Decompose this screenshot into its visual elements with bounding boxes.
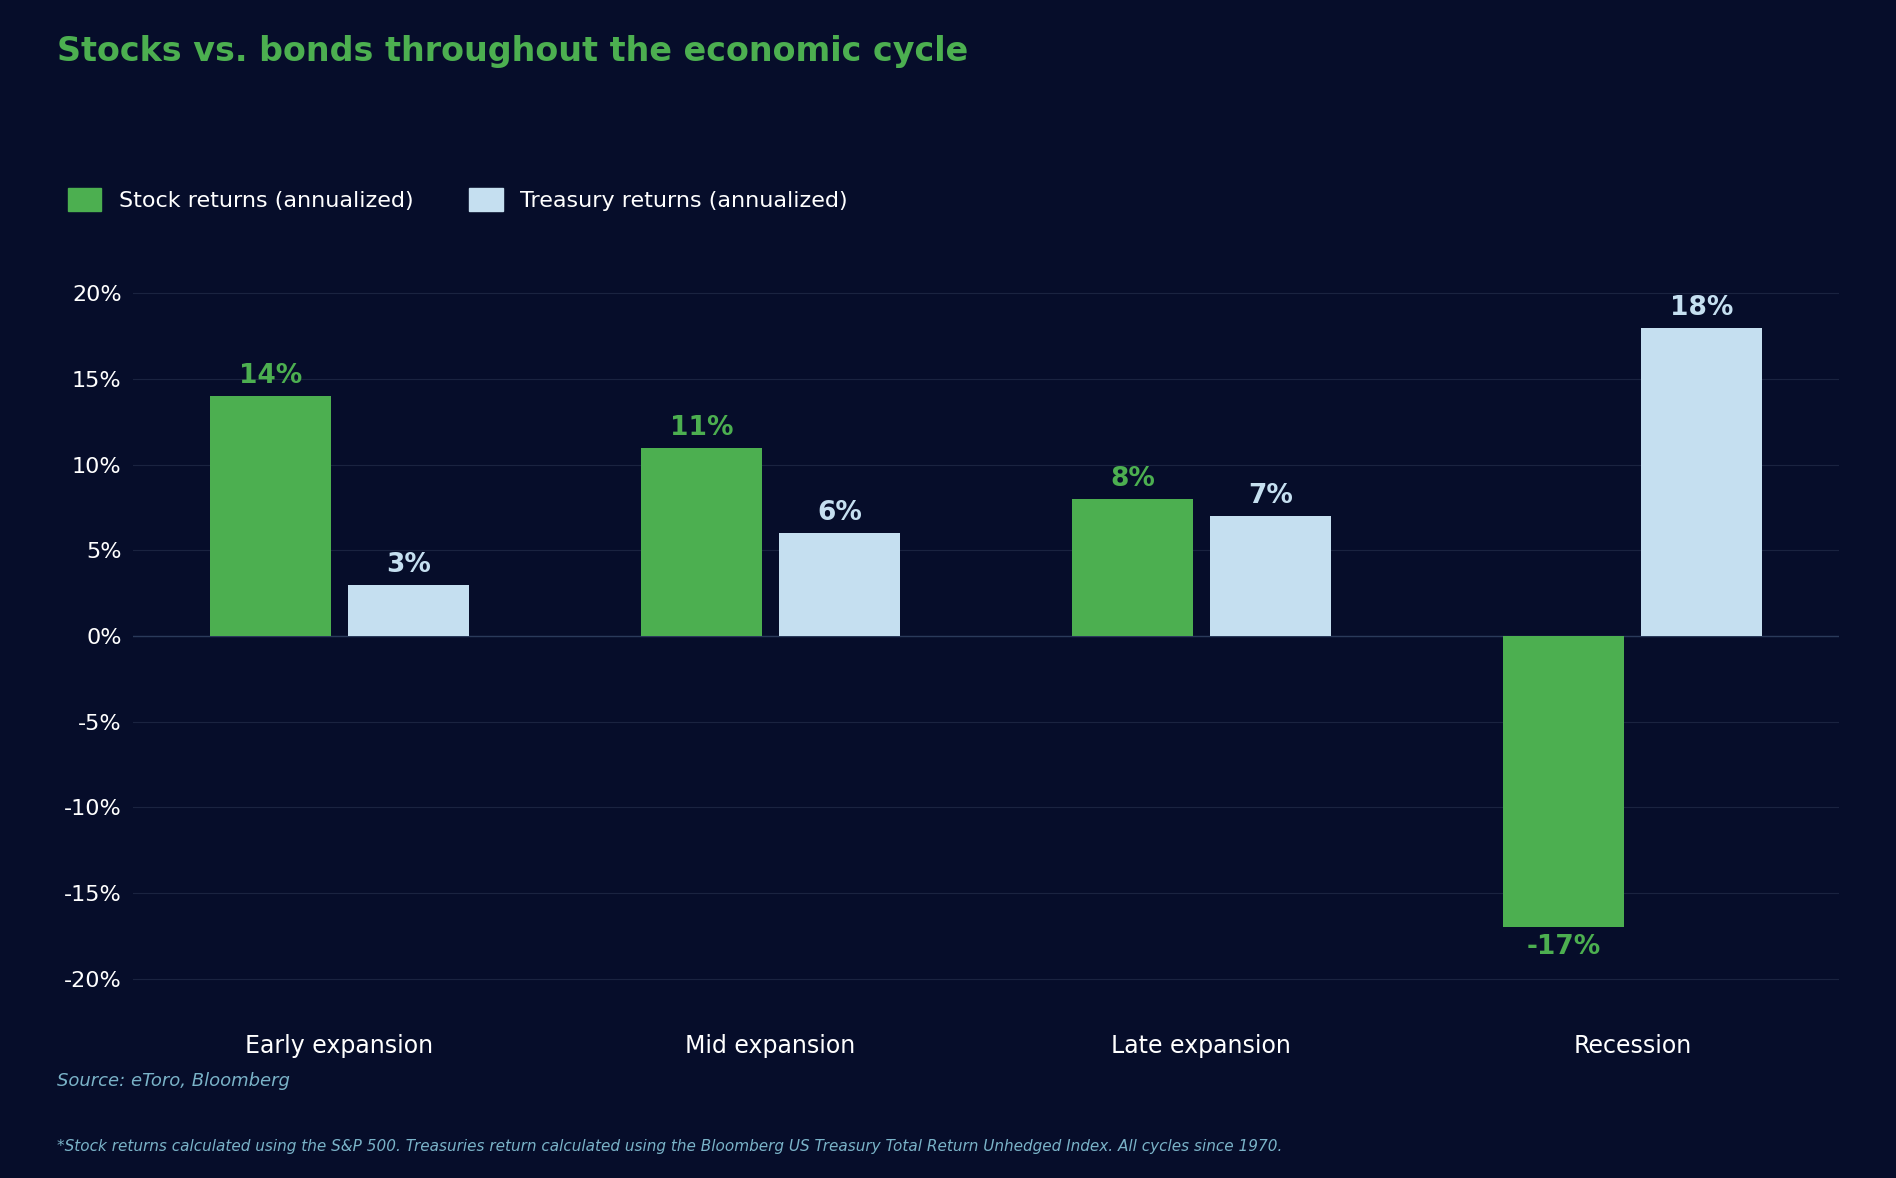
Bar <box>641 448 762 636</box>
Text: Source: eToro, Bloomberg: Source: eToro, Bloomberg <box>57 1072 290 1090</box>
Text: Stocks vs. bonds throughout the economic cycle: Stocks vs. bonds throughout the economic… <box>57 35 969 68</box>
Bar <box>210 396 332 636</box>
Text: 6%: 6% <box>817 501 863 527</box>
Text: 18%: 18% <box>1670 294 1733 320</box>
Text: *Stock returns calculated using the S&P 500. Treasuries return calculated using : *Stock returns calculated using the S&P … <box>57 1139 1282 1154</box>
Text: 7%: 7% <box>1248 483 1293 509</box>
Bar <box>349 584 468 636</box>
Bar <box>779 534 901 636</box>
Text: 14%: 14% <box>239 363 301 390</box>
Bar <box>1640 327 1761 636</box>
Text: 11%: 11% <box>669 415 734 441</box>
Text: 3%: 3% <box>387 551 430 578</box>
Bar <box>1210 516 1331 636</box>
Text: -17%: -17% <box>1526 934 1600 960</box>
Bar <box>1071 499 1193 636</box>
Legend: Stock returns (annualized), Treasury returns (annualized): Stock returns (annualized), Treasury ret… <box>68 187 848 211</box>
Text: 8%: 8% <box>1109 466 1155 492</box>
Bar <box>1504 636 1623 927</box>
